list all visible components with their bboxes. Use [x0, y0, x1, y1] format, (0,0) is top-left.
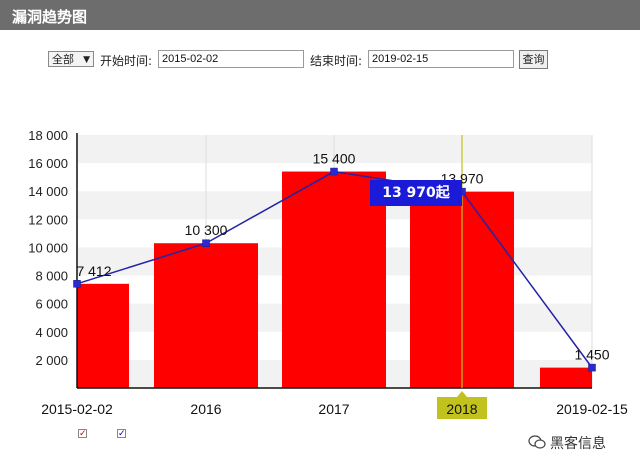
y-tick-label: 2 000 [35, 353, 68, 368]
bar [77, 284, 129, 388]
legend-checkbox-line[interactable]: ✓ [117, 429, 126, 438]
legend-checkbox-bars[interactable]: ✓ [78, 429, 87, 438]
series-point [589, 364, 596, 371]
series-point [74, 280, 81, 287]
y-tick-label: 8 000 [35, 269, 68, 284]
check-icon: ✓ [79, 428, 87, 438]
data-label: 7 412 [76, 263, 111, 279]
data-label: 1 450 [574, 347, 609, 363]
y-tick-label: 16 000 [28, 156, 68, 171]
y-tick-label: 12 000 [28, 212, 68, 227]
highlight-tick-pointer [457, 391, 467, 397]
y-tick-label: 10 000 [28, 240, 68, 255]
y-tick-label: 6 000 [35, 297, 68, 312]
chat-bubble-icon [528, 434, 546, 450]
series-point [331, 168, 338, 175]
x-tick-label: 2018 [446, 401, 477, 417]
watermark-text: 黑客信息 [550, 433, 606, 453]
y-tick-label: 4 000 [35, 325, 68, 340]
x-tick-label: 2016 [190, 401, 221, 417]
x-tick-label: 2017 [318, 401, 349, 417]
data-label: 10 300 [185, 222, 228, 238]
x-tick-label: 2015-02-02 [41, 401, 113, 417]
x-tick-label: 2019-02-15 [556, 401, 628, 417]
series-point [203, 240, 210, 247]
bar [540, 368, 592, 388]
bar [154, 243, 258, 388]
chart-tooltip: 13 970起 [370, 180, 462, 206]
data-label: 15 400 [313, 151, 356, 167]
check-icon: ✓ [118, 428, 126, 438]
y-tick-label: 18 000 [28, 128, 68, 143]
y-tick-label: 14 000 [28, 184, 68, 199]
